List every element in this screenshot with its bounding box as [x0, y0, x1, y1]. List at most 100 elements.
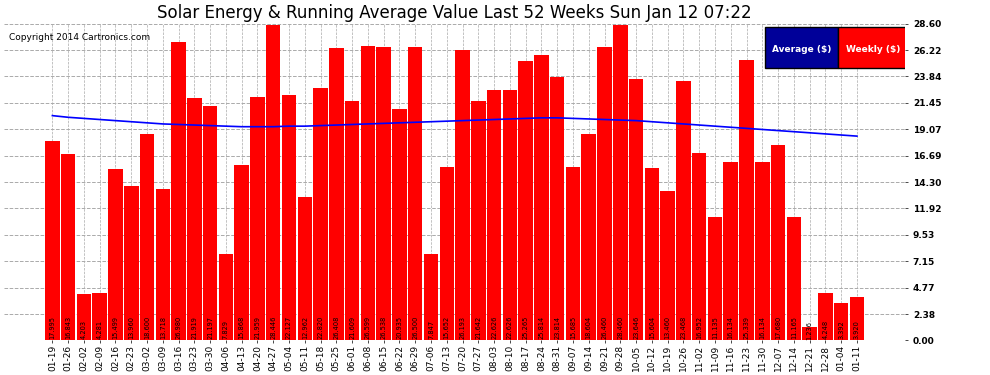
Text: 25.265: 25.265 — [523, 315, 529, 339]
Text: 4.281: 4.281 — [97, 320, 103, 339]
Title: Solar Energy & Running Average Value Last 52 Weeks Sun Jan 12 07:22: Solar Energy & Running Average Value Las… — [157, 4, 752, 22]
Text: 22.820: 22.820 — [318, 315, 324, 339]
Bar — [724, 162, 738, 340]
Text: 26.460: 26.460 — [602, 315, 608, 339]
Bar — [565, 167, 580, 340]
Bar — [802, 327, 817, 340]
Text: 26.980: 26.980 — [175, 315, 181, 339]
Bar — [298, 197, 312, 340]
Text: 7.847: 7.847 — [428, 320, 434, 339]
Text: 16.134: 16.134 — [759, 316, 765, 339]
Text: 3.920: 3.920 — [854, 320, 860, 339]
Text: 21.642: 21.642 — [475, 315, 481, 339]
Bar — [629, 79, 644, 340]
Text: 11.135: 11.135 — [712, 316, 718, 339]
Bar — [408, 47, 423, 340]
Text: 28.446: 28.446 — [270, 315, 276, 339]
Text: 3.392: 3.392 — [839, 320, 844, 339]
Bar — [124, 186, 139, 340]
Text: 26.538: 26.538 — [381, 315, 387, 339]
Bar — [203, 106, 218, 340]
Bar — [849, 297, 864, 340]
FancyBboxPatch shape — [765, 27, 838, 68]
Text: 15.499: 15.499 — [113, 316, 119, 339]
Text: 16.843: 16.843 — [65, 316, 71, 339]
Bar — [503, 90, 517, 340]
Bar — [440, 167, 454, 340]
Text: 13.460: 13.460 — [664, 316, 670, 339]
Text: 4.203: 4.203 — [81, 320, 87, 339]
Text: 16.134: 16.134 — [728, 316, 734, 339]
FancyBboxPatch shape — [838, 27, 910, 68]
Bar — [455, 50, 470, 340]
Bar — [282, 95, 296, 340]
Bar — [755, 162, 769, 340]
Bar — [644, 168, 659, 340]
Bar — [140, 135, 154, 340]
Text: 17.995: 17.995 — [50, 316, 55, 339]
Bar — [345, 101, 359, 340]
Bar — [818, 293, 833, 340]
Text: 23.468: 23.468 — [680, 315, 686, 339]
Text: 22.626: 22.626 — [507, 315, 513, 339]
Text: 23.646: 23.646 — [633, 315, 640, 339]
Bar — [535, 55, 548, 340]
Bar — [92, 293, 107, 340]
Bar — [360, 46, 375, 340]
Text: 21.609: 21.609 — [349, 316, 355, 339]
Text: 13.718: 13.718 — [159, 316, 165, 339]
Bar — [392, 109, 407, 340]
Bar — [155, 189, 170, 340]
Bar — [834, 303, 848, 340]
Text: 15.868: 15.868 — [239, 315, 245, 339]
Bar — [676, 81, 691, 340]
Bar — [597, 47, 612, 340]
Bar — [235, 165, 248, 340]
Bar — [581, 134, 596, 340]
Bar — [376, 46, 391, 340]
Text: 16.952: 16.952 — [696, 316, 702, 339]
Text: 21.197: 21.197 — [207, 316, 213, 339]
Text: 21.959: 21.959 — [254, 316, 260, 339]
Bar — [708, 217, 723, 340]
Text: 7.829: 7.829 — [223, 320, 229, 339]
Bar — [519, 61, 533, 340]
Bar — [46, 141, 59, 340]
Text: Average ($): Average ($) — [772, 45, 832, 54]
Text: 15.604: 15.604 — [648, 315, 654, 339]
Text: 12.962: 12.962 — [302, 316, 308, 339]
Text: 13.960: 13.960 — [129, 316, 135, 339]
Text: 25.814: 25.814 — [539, 315, 545, 339]
Text: 17.680: 17.680 — [775, 315, 781, 339]
Bar — [171, 42, 186, 340]
Bar — [487, 90, 501, 340]
Bar — [313, 88, 328, 340]
Bar — [108, 169, 123, 340]
Bar — [250, 97, 264, 340]
Text: 26.193: 26.193 — [459, 316, 465, 339]
Text: 4.248: 4.248 — [823, 320, 829, 339]
Text: 25.339: 25.339 — [743, 316, 749, 339]
Bar — [549, 77, 564, 340]
Bar — [692, 153, 707, 340]
Text: 26.408: 26.408 — [334, 315, 340, 339]
Text: 23.814: 23.814 — [554, 316, 560, 339]
Bar — [787, 217, 801, 340]
Text: Copyright 2014 Cartronics.com: Copyright 2014 Cartronics.com — [9, 33, 149, 42]
Text: Weekly ($): Weekly ($) — [846, 45, 901, 54]
Text: 18.604: 18.604 — [586, 315, 592, 339]
Bar — [471, 101, 485, 340]
Text: 28.460: 28.460 — [618, 315, 624, 339]
Bar — [424, 254, 439, 340]
Text: 15.685: 15.685 — [570, 315, 576, 339]
Text: 21.919: 21.919 — [191, 316, 197, 339]
Bar — [266, 26, 280, 341]
Text: 18.600: 18.600 — [144, 315, 150, 339]
Text: 26.599: 26.599 — [365, 316, 371, 339]
Bar — [329, 48, 344, 340]
Bar — [219, 254, 234, 340]
Text: 11.165: 11.165 — [791, 316, 797, 339]
Text: 22.127: 22.127 — [286, 315, 292, 339]
Text: 26.500: 26.500 — [412, 315, 418, 339]
Bar — [771, 145, 785, 340]
